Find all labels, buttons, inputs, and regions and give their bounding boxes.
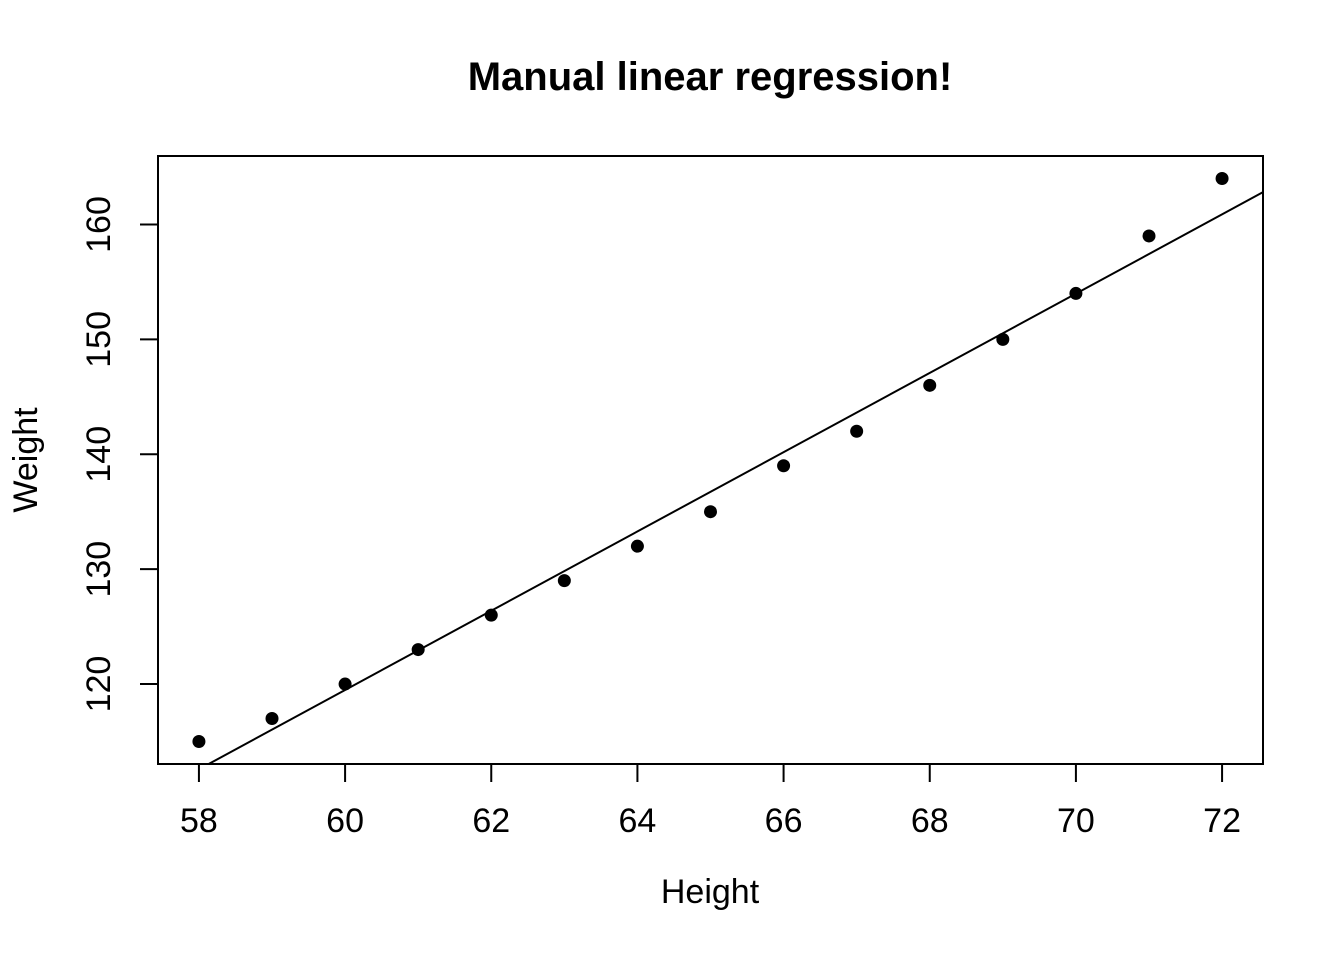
x-tick-label: 68 — [911, 802, 949, 840]
data-point — [850, 424, 864, 438]
y-tick-label: 120 — [80, 656, 118, 713]
data-point — [411, 643, 425, 657]
data-point — [338, 677, 352, 691]
x-tick-label: 58 — [180, 802, 218, 840]
y-tick-label: 160 — [80, 196, 118, 253]
data-point — [996, 332, 1010, 346]
data-point — [777, 459, 791, 473]
data-point — [1142, 229, 1156, 243]
data-points-group — [192, 172, 1229, 748]
chart-title: Manual linear regression! — [468, 55, 953, 99]
data-point — [557, 574, 571, 588]
x-tick-label: 64 — [619, 802, 657, 840]
data-point — [192, 734, 206, 748]
data-point — [1069, 286, 1083, 300]
data-point — [265, 712, 279, 726]
data-point — [923, 378, 937, 392]
x-tick-label: 60 — [326, 802, 364, 840]
data-point — [484, 608, 498, 622]
y-axis-ticks: 120 130 140 150 160 — [80, 196, 158, 712]
x-tick-label: 62 — [472, 802, 510, 840]
y-axis-label: Weight — [7, 407, 45, 513]
data-point — [630, 539, 644, 553]
x-tick-label: 72 — [1203, 802, 1241, 840]
x-tick-label: 70 — [1057, 802, 1095, 840]
x-tick-label: 66 — [765, 802, 803, 840]
y-tick-label: 140 — [80, 426, 118, 483]
y-tick-label: 150 — [80, 311, 118, 368]
data-point — [1215, 172, 1229, 186]
data-point — [704, 505, 717, 519]
plot-box — [157, 155, 1264, 765]
y-tick-label: 130 — [80, 541, 118, 598]
regression-line-group — [208, 191, 1264, 765]
regression-line — [208, 191, 1264, 765]
x-axis-label: Height — [661, 873, 760, 911]
plot-border — [157, 155, 1264, 765]
x-axis-ticks: 58 60 62 64 66 68 70 72 — [180, 764, 1241, 840]
